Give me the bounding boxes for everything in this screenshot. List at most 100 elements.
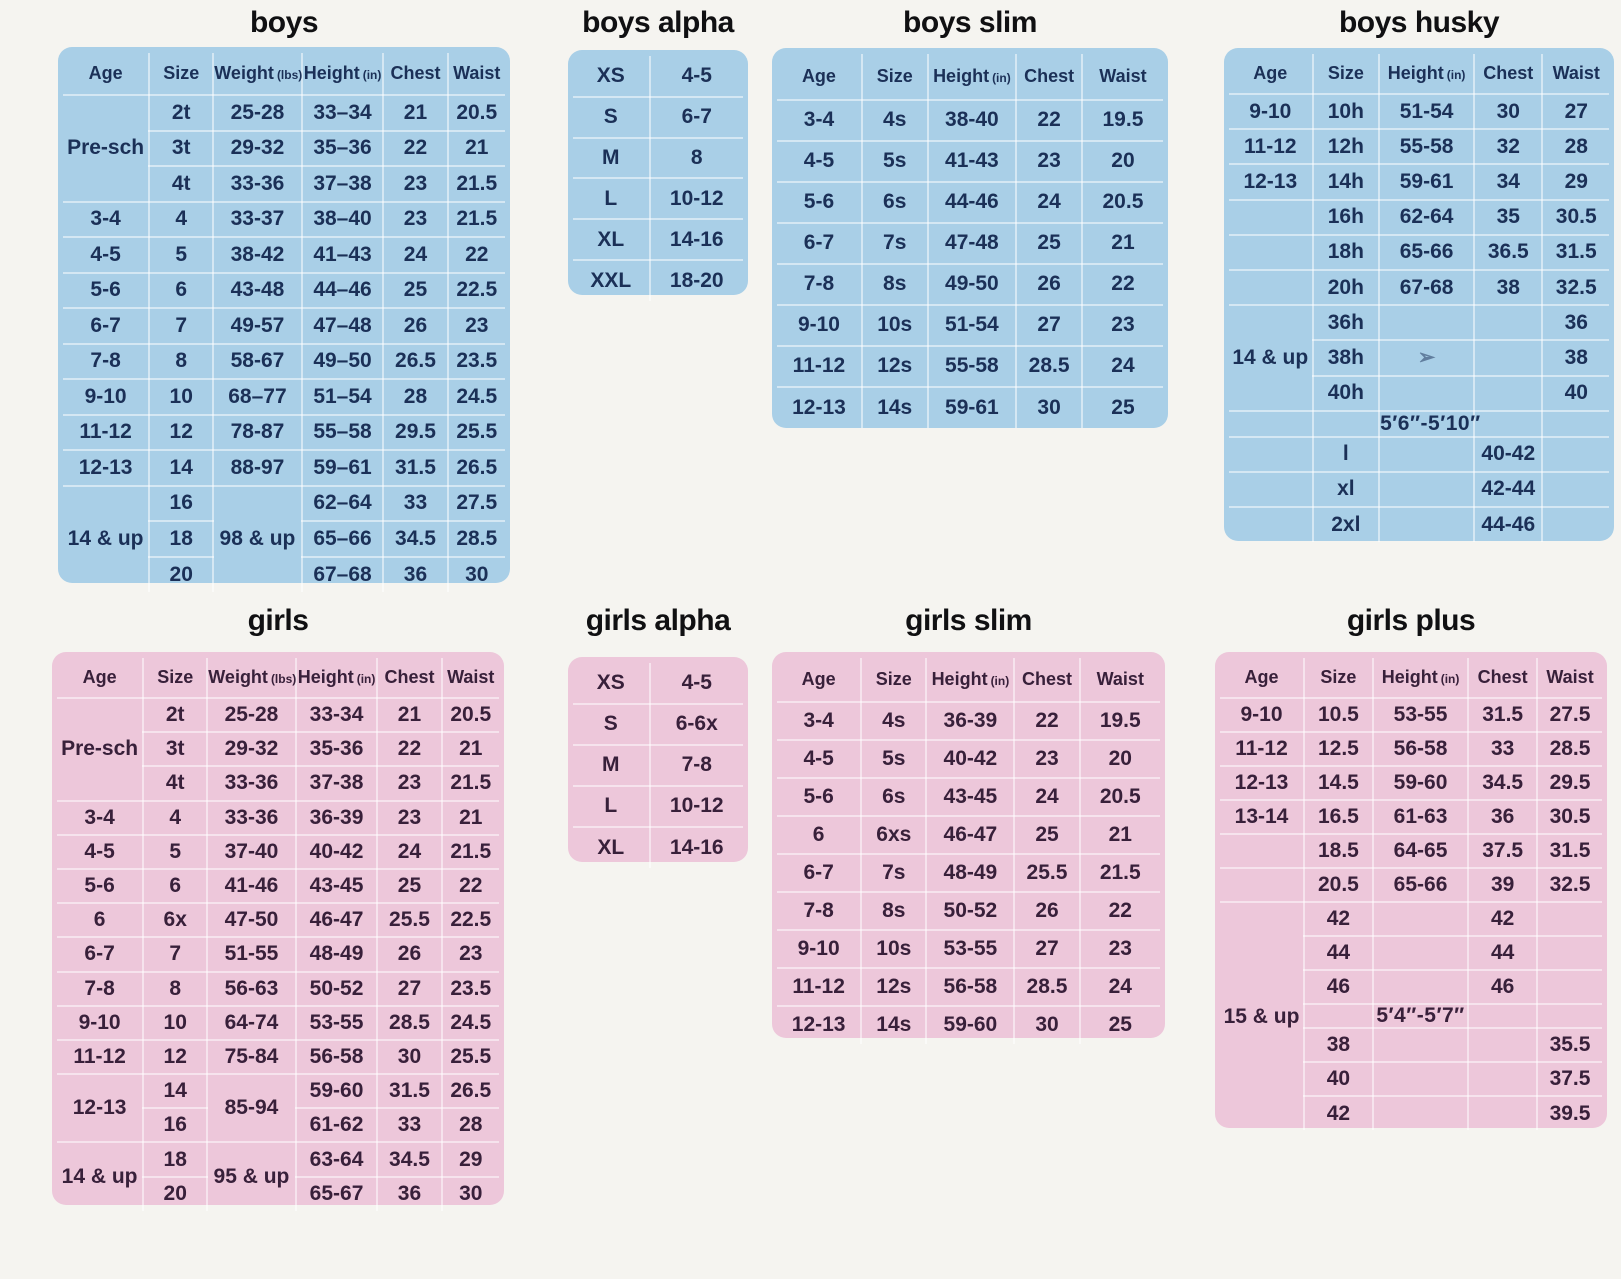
- empty-cell: [1378, 374, 1476, 412]
- cell: 65-67: [294, 1175, 379, 1212]
- cell: 18: [148, 520, 215, 558]
- cell: 43-45: [294, 867, 379, 905]
- girls-table: Age Size Weight (lbs) Height (in) Chest Waist Pr…: [52, 652, 504, 1212]
- column-header-chest: Chest: [1015, 53, 1083, 101]
- cell: 53-55: [1371, 697, 1470, 733]
- cell: 38: [1541, 339, 1610, 377]
- cell: 25: [1078, 1005, 1162, 1045]
- cell: S: [572, 95, 651, 139]
- boys-alpha-size-chart: boys alpha XS 4-5 S 6-7 M 8 L 10-12 XL 14-16 XXL 18…: [568, 6, 748, 302]
- cell: 9-10: [1228, 92, 1314, 131]
- cell: 18h: [1311, 233, 1381, 271]
- column-header-size: Size: [1311, 53, 1381, 95]
- cell: 21.5: [440, 833, 500, 870]
- column-header-height: Height (in): [300, 52, 385, 96]
- cell: 22.5: [440, 902, 500, 939]
- cell: 33: [1467, 731, 1539, 767]
- column-header-age: Age: [55, 657, 145, 699]
- cell: 25-28: [206, 696, 297, 734]
- cell: 4t: [148, 165, 215, 203]
- empty-cell: [1378, 304, 1476, 342]
- cell: 98 & up: [212, 484, 303, 593]
- boys-husky-size-chart: boys husky Age Size Height (in) Chest Waist 9-…: [1224, 6, 1614, 544]
- cell: 50-52: [925, 891, 1016, 931]
- cell: 37.5: [1536, 1061, 1603, 1098]
- empty-cell: [1228, 506, 1314, 544]
- cell: 67–68: [300, 555, 385, 593]
- cell: 40h: [1311, 374, 1381, 412]
- cell: XXL: [572, 258, 651, 302]
- cell: 23: [382, 200, 449, 238]
- cell: 11-12: [55, 1038, 145, 1076]
- cell: 33-37: [212, 200, 303, 238]
- cell: 6-7: [55, 936, 145, 973]
- cell: 10s: [860, 304, 929, 347]
- empty-cell: [1541, 470, 1610, 509]
- cell: 9-10: [55, 1004, 145, 1041]
- cell: 14.5: [1303, 765, 1374, 801]
- cell: 22: [440, 867, 500, 905]
- cell: 20: [142, 1175, 209, 1212]
- cell: 44–46: [300, 271, 385, 309]
- cell: 64-65: [1371, 833, 1470, 869]
- cell: 6xs: [860, 815, 928, 855]
- cell: 38h: [1311, 339, 1381, 377]
- empty-cell: [1228, 470, 1314, 509]
- cell: L: [572, 785, 651, 828]
- cell: 12: [142, 1038, 209, 1076]
- cell: 21.5: [440, 765, 500, 802]
- empty-cell: [1473, 410, 1544, 438]
- cell: 33-36: [206, 765, 297, 802]
- cell: 22: [1015, 99, 1083, 142]
- cell: 36h: [1311, 304, 1381, 342]
- cell: 4-5: [61, 236, 151, 274]
- cell: 33–34: [300, 94, 385, 132]
- cell: 28: [1541, 128, 1610, 166]
- cell: 88-97: [212, 449, 303, 487]
- cell: 7s: [860, 222, 929, 265]
- cell: 20: [1080, 140, 1165, 183]
- cell: 35-36: [294, 731, 379, 768]
- cell: 6: [55, 902, 145, 939]
- cell: 24: [1078, 967, 1162, 1007]
- empty-cell: [1473, 304, 1544, 342]
- cell: 46: [1303, 969, 1374, 1005]
- cell: 6: [775, 815, 863, 855]
- cell: l: [1311, 435, 1381, 473]
- column-header-chest: Chest: [382, 52, 449, 96]
- cell: 7s: [860, 853, 928, 893]
- cell: 28.5: [376, 1004, 443, 1041]
- cell: 33-36: [212, 165, 303, 203]
- cell: 23.5: [446, 342, 506, 380]
- cell: 59-60: [1371, 765, 1470, 801]
- cell: 3t: [142, 731, 209, 768]
- boys-slim-chart-title: boys slim: [903, 6, 1037, 39]
- cell: 25.5: [376, 902, 443, 939]
- cell: 5-6: [775, 777, 863, 817]
- cell: 49-50: [926, 263, 1018, 306]
- cell: 15 & up: [1218, 900, 1306, 1132]
- cell: 36: [1541, 304, 1610, 342]
- empty-cell: [1536, 1004, 1603, 1030]
- cell: 75-84: [206, 1038, 297, 1076]
- cell: 12: [148, 413, 215, 451]
- cell: 27.5: [1536, 697, 1603, 733]
- cell: 27: [1013, 929, 1081, 969]
- cell: 30: [1015, 386, 1083, 429]
- column-header-waist: Waist: [1536, 657, 1603, 699]
- cell: 39.5: [1536, 1095, 1603, 1132]
- cell: 24: [1013, 777, 1081, 817]
- cell: 28: [382, 378, 449, 416]
- cell: 24: [382, 236, 449, 274]
- cell: 8s: [860, 891, 928, 931]
- cell: 26: [376, 936, 443, 973]
- cell: 14h: [1311, 163, 1381, 201]
- girls-slim-size-chart: girls slim Age Size Height (in) Chest Waist 3-…: [772, 604, 1165, 1045]
- cell: 25.5: [440, 1038, 500, 1076]
- empty-cell: [1228, 410, 1314, 438]
- cell: 28.5: [1013, 967, 1081, 1007]
- cell: 6-6x: [648, 703, 744, 746]
- cell: 4s: [860, 701, 928, 741]
- column-header-waist: Waist: [1541, 53, 1610, 95]
- empty-cell: [1467, 1004, 1539, 1030]
